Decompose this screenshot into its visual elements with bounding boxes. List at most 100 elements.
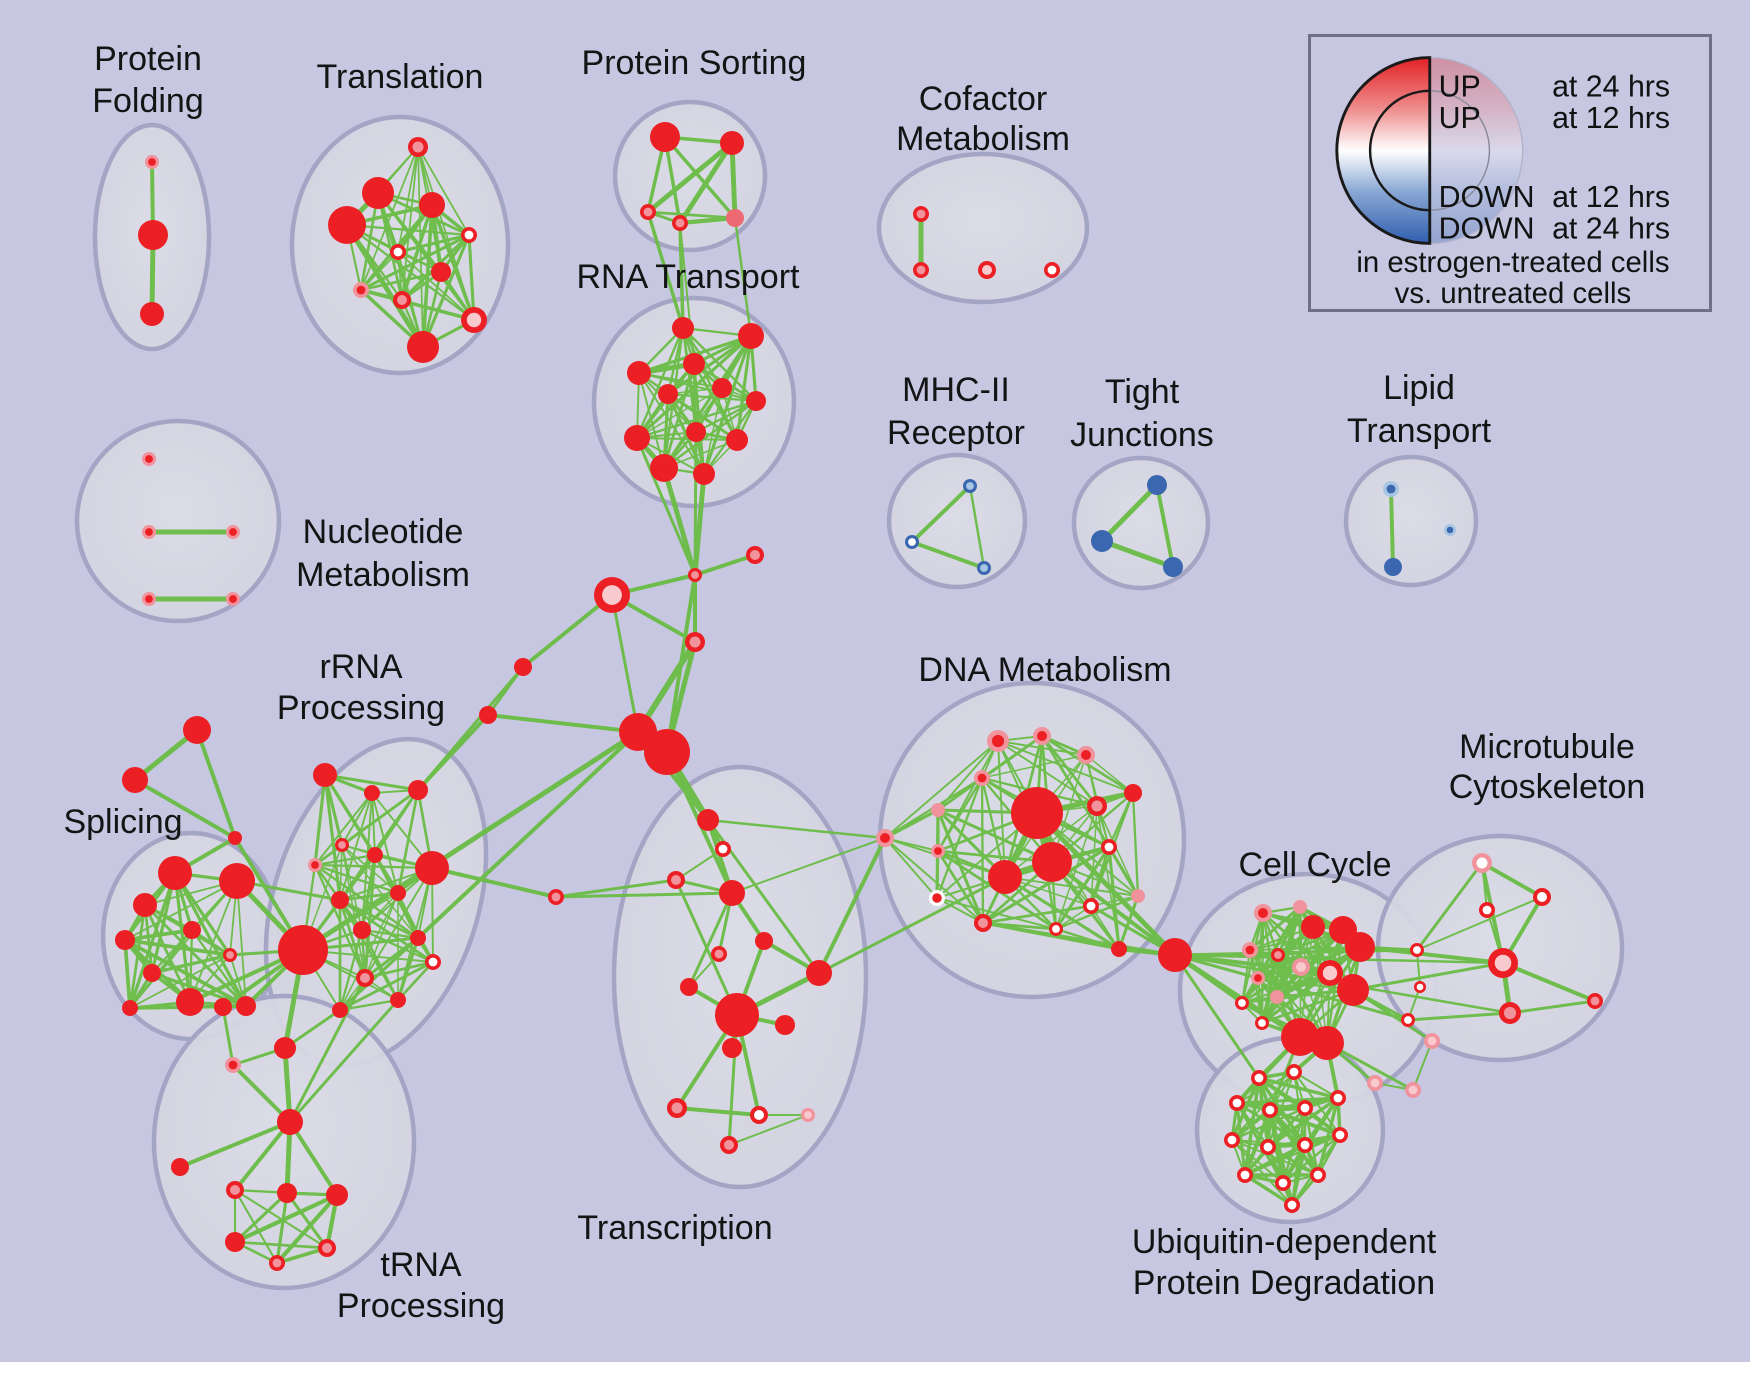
node-outer-rt6: [746, 391, 766, 411]
node-mt6: [1587, 993, 1603, 1009]
node-tr2: [225, 1057, 241, 1073]
mesh-edge-rt2-rt7: [666, 334, 753, 396]
node-mt1: [1472, 853, 1492, 873]
mesh-edge-s1-s8: [173, 871, 192, 1004]
node-outer-t4: [328, 206, 366, 244]
footer-strip: [0, 1362, 1750, 1376]
node-cf3: [978, 261, 996, 279]
mesh-edge-t5-t11: [421, 233, 471, 349]
node-c3: [697, 809, 719, 831]
node-core-ps4: [675, 218, 685, 228]
node-outer-r10: [353, 921, 371, 939]
mesh-edge-tr7-tr10: [285, 1191, 329, 1250]
edge-tr2-tr4: [231, 1063, 292, 1124]
mesh-edge-s6-s7: [150, 953, 232, 975]
node-m3: [977, 561, 991, 575]
edge-cc0-k19: [1173, 953, 1410, 1022]
mesh-edge-k8-k13: [1241, 972, 1331, 1004]
node-u13: [1310, 1167, 1326, 1183]
node-core-k4: [1274, 951, 1282, 959]
node-core-c4: [718, 844, 728, 854]
node-u4: [1262, 1102, 1278, 1118]
node-core-j1: [691, 571, 699, 579]
node-c9: [711, 946, 727, 962]
node-tr4: [277, 1109, 303, 1135]
edge-k14-mt4: [1351, 961, 1505, 992]
legend-box: UP at 24 hrs UP at 12 hrs DOWN at 12 hrs…: [1308, 34, 1712, 312]
node-outer-k10: [1301, 915, 1325, 939]
mesh-edge-ps1-ps5: [663, 135, 737, 220]
node-lt2: [1444, 524, 1456, 536]
edge-k19-mt5: [1406, 1011, 1512, 1022]
node-tj1: [1147, 475, 1167, 495]
mesh-edge-r2-r5: [314, 792, 373, 866]
node-tj3: [1163, 557, 1183, 577]
node-pf3: [140, 302, 164, 326]
node-d15: [1111, 941, 1127, 957]
node-b1: [514, 658, 532, 676]
edge-tr4-tr6: [233, 1120, 292, 1192]
node-k16: [1310, 1026, 1344, 1060]
edge-m1-m3: [968, 484, 986, 570]
edge-tj2-tj3: [1099, 538, 1176, 570]
node-k1: [1254, 904, 1272, 922]
node-core-u2: [1289, 1067, 1299, 1077]
node-core-c17: [804, 1111, 812, 1119]
mesh-edge-ps2-ps4: [677, 140, 735, 226]
node-c2: [644, 729, 690, 775]
node-outer-x3: [228, 831, 242, 845]
node-outer-rt8: [624, 425, 650, 451]
node-d10: [1101, 839, 1117, 855]
node-u10: [1332, 1127, 1348, 1143]
node-outer-tr1: [214, 998, 232, 1016]
mesh-edge-rt8-rt10: [636, 437, 738, 441]
node-d8: [1087, 796, 1107, 816]
node-tr6: [226, 1181, 244, 1199]
node-k12: [1345, 932, 1375, 962]
node-core-u10: [1335, 1130, 1345, 1140]
node-core-u13: [1313, 1170, 1323, 1180]
node-r5: [308, 858, 322, 872]
edge-d19-cc0: [1050, 860, 1177, 957]
mesh-edge-t5-t10: [467, 233, 476, 322]
node-t1: [408, 137, 428, 157]
node-c12: [715, 993, 759, 1037]
node-c7: [548, 889, 564, 905]
node-t7: [431, 262, 451, 282]
node-k13: [1317, 960, 1343, 986]
node-core-s7: [226, 951, 234, 959]
mesh-edge-d6-d11: [884, 837, 938, 899]
node-s2: [219, 863, 255, 899]
edge-c15-c16: [675, 1106, 761, 1117]
cluster-label-line-mhc-ii-receptor-0: MHC-II: [902, 371, 1010, 409]
node-outer-r9: [390, 885, 406, 901]
node-core-tr6: [230, 1185, 240, 1195]
node-ps2: [720, 131, 744, 155]
mesh-edge-u3-u6: [1235, 1096, 1340, 1105]
node-ps4: [672, 215, 688, 231]
node-t8: [353, 282, 369, 298]
mesh-edge-k11-k15: [1298, 928, 1345, 1039]
node-k5: [1292, 958, 1310, 976]
node-outer-rt4: [683, 353, 705, 375]
node-c4: [715, 841, 731, 857]
edge-r7-c7: [430, 866, 558, 899]
cluster-label-line-rrna-processing-1: Processing: [277, 689, 445, 727]
node-core-d11: [932, 893, 942, 903]
node-tj2: [1091, 530, 1113, 552]
node-core-j2: [750, 550, 760, 560]
mesh-edge-d10-d16: [1107, 845, 1140, 898]
cluster-label-ubiquitin-degradation: Ubiquitin-dependent Protein Degradation: [1132, 1223, 1437, 1302]
nodes-layer: [115, 122, 1603, 1271]
mesh-edge-rt7-rt12: [666, 392, 706, 476]
mesh-edge-d15-d18: [1003, 875, 1121, 951]
node-core-ps3: [643, 207, 653, 217]
edge-cc0-u1: [1173, 953, 1261, 1080]
node-c6: [719, 880, 745, 906]
edge-ps4-rt1: [678, 221, 685, 330]
node-outer-c2: [644, 729, 690, 775]
cluster-blob-mhc-ii-receptor: [886, 452, 1028, 590]
mesh-edge-r2-r8: [339, 792, 373, 901]
mesh-edge-ps2-ps3: [645, 140, 735, 215]
node-n5: [226, 592, 240, 606]
